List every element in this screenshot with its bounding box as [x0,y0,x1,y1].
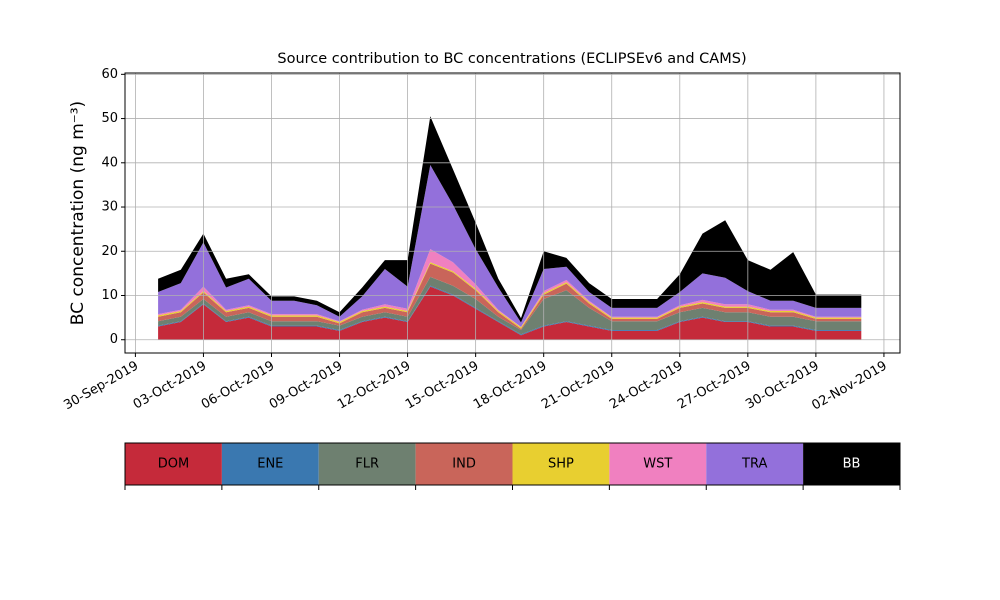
y-tick-label: 10 [101,288,118,303]
y-tick-label: 20 [101,244,118,259]
legend-swatch [415,443,513,485]
x-tick-label: 30-Oct-2019 [743,359,821,413]
y-axis-label: BC concentration (ng m⁻³) [68,101,88,325]
legend-label: BB [843,457,861,472]
y-tick-label: 30 [101,200,118,215]
legend-swatch [125,443,222,485]
legend-label: ENE [257,457,283,472]
legend-frame [124,442,901,486]
x-tick-label: 12-Oct-2019 [335,359,413,413]
legend-label: WST [643,457,672,472]
x-tick-label: 03-Oct-2019 [131,359,209,413]
x-tick-label: 30-Sep-2019 [61,359,141,414]
y-tick-label: 50 [101,111,118,126]
x-tick-label: 18-Oct-2019 [471,359,549,413]
x-tick-label: 09-Oct-2019 [267,359,345,413]
legend-label: IND [452,457,476,472]
legend-swatch [609,443,707,485]
legend-label: TRA [741,457,767,472]
area [158,286,862,340]
legend-swatch [221,443,319,485]
x-tick-label: 27-Oct-2019 [675,359,753,413]
legend-swatch [706,443,804,485]
y-tick-label: 60 [101,67,118,82]
chart-title: Source contribution to BC concentrations… [277,51,746,67]
legend-label: DOM [158,457,189,472]
y-tick-label: 0 [110,332,118,347]
x-tick-label: 21-Oct-2019 [539,359,617,413]
x-tick-label: 15-Oct-2019 [403,359,481,413]
legend-label: FLR [355,457,379,472]
legend-swatch [318,443,416,485]
y-tick-label: 40 [101,155,118,170]
x-tick-label: 06-Oct-2019 [199,359,277,413]
area [158,276,862,335]
x-tick-label: 24-Oct-2019 [607,359,685,413]
plot-frame [124,72,901,354]
legend-label: SHP [548,457,574,472]
legend-swatch [803,443,900,485]
area [158,116,862,323]
legend-swatch [512,443,610,485]
x-tick-label: 02-Nov-2019 [809,359,889,414]
